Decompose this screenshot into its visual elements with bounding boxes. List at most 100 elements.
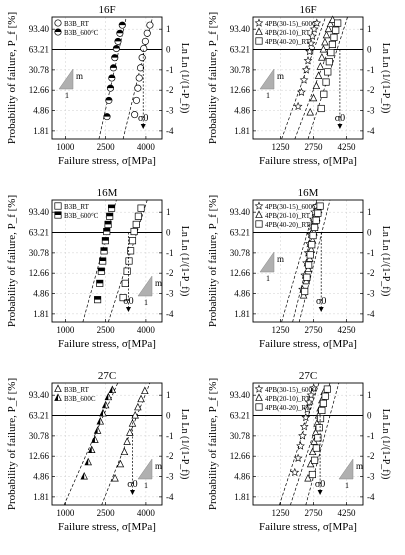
- chart-title: 16M: [97, 187, 118, 199]
- sigma0-arrow: [140, 124, 146, 129]
- data-point-fill: [54, 394, 58, 401]
- x-tick-label: 4000: [137, 325, 156, 335]
- data-point-fill: [102, 237, 109, 241]
- data-point-fill: [100, 247, 108, 251]
- y-axis-label-right: Ln Ln (1/(1-P_f)): [179, 43, 190, 114]
- fit-line: [281, 199, 318, 323]
- fit-line: [82, 199, 117, 323]
- data-point: [316, 62, 325, 70]
- data-point: [302, 404, 312, 414]
- y-tick-label: 4.86: [33, 106, 49, 116]
- data-point: [311, 456, 319, 464]
- sigma0-arrow: [317, 490, 323, 495]
- data-point: [125, 257, 133, 265]
- slope-m-label: m: [76, 71, 83, 81]
- data-point-fill: [85, 458, 89, 465]
- data-point: [298, 431, 307, 440]
- x-axis-label: Failure stress, σ[MPa]: [58, 155, 156, 167]
- data-point-fill: [97, 417, 101, 425]
- legend: 4PB(30-15)_600C4PB(20-10)_RT4PB(40-20)_R…: [254, 18, 317, 46]
- plot-frame: [252, 199, 364, 323]
- data-point: [136, 64, 145, 72]
- data-point-fill: [108, 74, 116, 78]
- series-3: [308, 385, 331, 479]
- data-point: [319, 399, 327, 407]
- series-2: [94, 204, 116, 304]
- sigma0-arrow: [125, 307, 131, 312]
- data-point: [308, 470, 316, 479]
- data-point-fill: [102, 401, 106, 408]
- data-point: [120, 447, 129, 456]
- data-point: [324, 24, 333, 33]
- y-tick-label: 12.66: [29, 268, 50, 278]
- data-point: [326, 19, 335, 28]
- chart-title: 16F: [299, 4, 316, 16]
- y-right-tick-label: -3: [367, 106, 375, 116]
- series-1: [293, 18, 322, 111]
- slope-triangle: [259, 68, 275, 90]
- y-right-tick-label: -3: [367, 472, 375, 482]
- data-point-fill: [107, 84, 114, 89]
- data-point: [54, 202, 62, 210]
- fit-line: [63, 382, 119, 506]
- data-point: [293, 453, 303, 462]
- data-point: [137, 394, 145, 403]
- legend: 4PB(30-15)_600C4PB(20-10)_RT4PB(40-20)_R…: [254, 384, 317, 412]
- y-axis-label-right: Ln Ln (1/(1-P_f)): [380, 226, 391, 297]
- y-right-tick-label: 0: [166, 228, 171, 238]
- y-tick-label: 4.86: [33, 289, 49, 299]
- data-point: [127, 247, 135, 255]
- series-1: [131, 21, 154, 119]
- data-point: [135, 74, 143, 82]
- slope-triangle: [137, 275, 153, 297]
- data-point: [128, 237, 137, 245]
- data-point-fill: [99, 409, 103, 417]
- y-right-tick-label: -3: [367, 289, 375, 299]
- y-tick-label: 1.81: [234, 126, 250, 136]
- sigma0-label: σ0: [335, 113, 345, 124]
- series-3: [301, 202, 324, 296]
- series-2: [103, 21, 126, 121]
- y-axis-label-right: Ln Ln (1/(1-P_f)): [380, 409, 391, 480]
- data-point: [321, 392, 329, 400]
- plot-frame: [51, 199, 163, 323]
- legend-label: B3B_RT: [64, 203, 90, 211]
- y-tick-label: 63.21: [29, 228, 49, 238]
- data-point-fill: [104, 221, 112, 225]
- x-tick-label: 2750: [305, 325, 324, 335]
- data-point: [322, 78, 330, 86]
- y-axis-label-left: Probability of failure, P_f [%]: [207, 195, 219, 327]
- y-right-tick-label: -3: [166, 472, 174, 482]
- data-point-fill: [116, 30, 124, 34]
- data-point: [54, 19, 62, 27]
- data-point: [305, 261, 313, 269]
- data-point-fill: [119, 21, 126, 26]
- data-point-fill: [103, 228, 110, 232]
- x-tick-label: 2750: [305, 508, 324, 518]
- series-1: [111, 386, 149, 482]
- data-point: [309, 24, 319, 33]
- data-point: [290, 467, 300, 477]
- data-point: [309, 93, 318, 102]
- legend-label: 4PB(20-10)_RT: [265, 212, 311, 220]
- slope-m-label: m: [356, 461, 363, 471]
- data-point: [255, 210, 263, 218]
- data-point: [304, 397, 314, 407]
- x-tick-label: 4000: [137, 508, 156, 518]
- y-right-tick-label: -2: [166, 85, 174, 95]
- x-tick-label: 2500: [97, 325, 116, 335]
- y-right-tick-label: -4: [367, 492, 375, 502]
- x-tick-label: 4000: [137, 142, 156, 152]
- y-axis-label-left: Probability of failure, P_f [%]: [207, 378, 219, 510]
- data-point: [328, 40, 336, 49]
- legend-label: 4PB(40-20)_RT: [265, 221, 311, 229]
- chart-title: 27C: [98, 370, 116, 382]
- data-point: [119, 294, 127, 302]
- sigma0-arrow: [318, 307, 324, 312]
- sigma0-arrow: [129, 490, 135, 495]
- y-tick-label: 12.66: [230, 451, 251, 461]
- data-point: [309, 232, 317, 240]
- data-point-fill: [54, 211, 62, 215]
